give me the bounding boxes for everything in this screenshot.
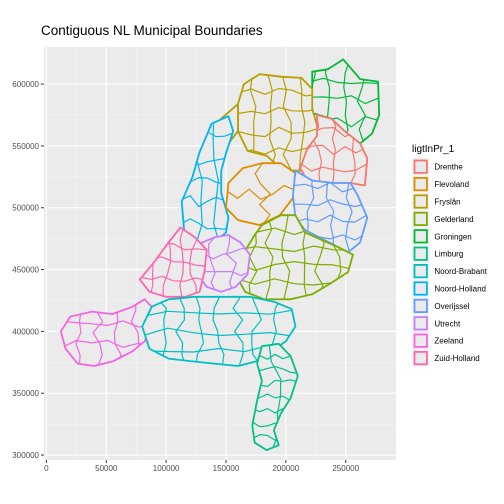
province-fill: [60, 299, 155, 366]
legend: ligtInPr_1 Drenthe Flevoland Fryslân Gelderl…: [412, 144, 488, 367]
legend-key-utrecht: [413, 316, 428, 331]
legend-label-groningen: Groningen: [434, 232, 471, 241]
legend-key-flevoland: [413, 176, 428, 192]
y-tick-label: 600000: [12, 80, 39, 89]
municipal-boundary: [226, 185, 296, 200]
province-frysl-n: [237, 73, 321, 172]
municipal-boundary: [293, 214, 368, 224]
municipal-boundary: [345, 170, 353, 253]
plot-title: Contiguous NL Municipal Boundaries: [41, 23, 263, 38]
x-tick-label: 250000: [332, 464, 359, 473]
legend-label-overijssel: Overijssel: [434, 302, 469, 311]
x-tick-label: 100000: [153, 464, 180, 473]
municipal-boundary: [142, 327, 296, 338]
legend-key-frysl-n: [413, 194, 428, 209]
municipal-boundary: [142, 309, 296, 318]
y-tick-label: 550000: [12, 142, 39, 151]
municipal-boundary: [235, 245, 353, 253]
legend-key-zeeland: [413, 333, 428, 348]
municipal-boundary: [212, 296, 225, 366]
legend-key-noord-holland: [413, 281, 428, 296]
legend-key-drenthe: [413, 159, 428, 174]
legend-label-zeeland: Zeeland: [434, 337, 463, 346]
province-outline: [251, 342, 299, 451]
y-tick-label: 300000: [12, 451, 39, 460]
legend-key-limburg: [413, 246, 428, 261]
x-tick-label: 200000: [272, 464, 299, 473]
municipal-boundary: [330, 115, 337, 186]
municipal-boundary: [300, 144, 368, 156]
x-tick-label: 150000: [213, 464, 240, 473]
legend-label-flevoland: Flevoland: [434, 180, 469, 189]
municipal-boundary: [139, 275, 207, 282]
legend-label-noord-brabant: Noord-Brabant: [434, 267, 487, 276]
municipal-boundary: [238, 126, 320, 138]
x-tick-label: 50000: [95, 464, 118, 473]
municipal-boundary: [312, 115, 323, 186]
municipal-boundary: [300, 162, 368, 173]
legend-key-overijssel: [413, 298, 428, 314]
y-tick-label: 450000: [12, 266, 39, 275]
municipal-boundary: [225, 235, 237, 292]
municipal-boundary: [235, 261, 353, 271]
municipal-boundary: [254, 163, 271, 226]
municipal-boundary: [238, 147, 320, 155]
province-noord-brabant: [141, 295, 297, 367]
municipal-boundary: [60, 339, 155, 350]
municipal-boundary: [298, 74, 306, 171]
legend-label-noord-holland: Noord-Holland: [434, 285, 486, 294]
province-fill: [300, 115, 368, 186]
province-outline: [141, 295, 297, 367]
legend-label-frysl-n: Fryslân: [434, 198, 460, 207]
legend-label-gelderland: Gelderland: [434, 215, 473, 224]
y-tick-label: 350000: [12, 389, 39, 398]
y-tick-label: 400000: [12, 327, 39, 336]
municipal-boundary: [238, 107, 320, 115]
province-fill: [293, 170, 368, 253]
municipal-boundary: [281, 74, 293, 171]
municipal-boundary: [181, 218, 234, 230]
y-tick-label: 500000: [12, 204, 39, 213]
legend-key-groningen: [413, 229, 428, 244]
municipal-boundary: [175, 296, 187, 366]
province-zeeland: [59, 298, 155, 367]
legend-key-gelderland: [413, 211, 428, 226]
x-tick-label: 0: [44, 464, 49, 473]
province-fill: [238, 74, 320, 171]
legend-label-zuid-holland: Zuid-Holland: [434, 354, 479, 363]
municipal-boundary: [232, 296, 244, 366]
municipal-boundary: [60, 320, 155, 328]
legend-title: ligtInPr_1: [412, 144, 455, 155]
province-outline: [138, 226, 208, 298]
municipal-boundary: [208, 235, 217, 292]
municipal-boundary: [212, 116, 221, 245]
province-fill: [226, 163, 296, 226]
municipal-boundary: [195, 296, 205, 366]
legend-key-zuid-holland: [413, 350, 428, 366]
province-flevoland: [225, 162, 297, 226]
map-regions: [59, 58, 381, 451]
legend-label-utrecht: Utrecht: [434, 319, 461, 328]
municipal-boundary: [251, 296, 262, 366]
municipal-boundary: [281, 215, 291, 300]
legend-key-noord-brabant: [413, 263, 428, 279]
municipal-boundary: [342, 59, 351, 144]
province-fill: [181, 116, 234, 245]
legend-label-limburg: Limburg: [434, 250, 463, 259]
municipal-boundary: [293, 199, 368, 207]
axes: 0 50000 100000 150000 200000 250000 300000 3500…: [12, 80, 359, 473]
municipal-boundary: [238, 87, 320, 97]
legend-label-drenthe: Drenthe: [434, 163, 463, 172]
province-fill: [235, 215, 353, 300]
municipal-boundary: [267, 74, 276, 171]
municipal-boundary: [155, 296, 167, 366]
